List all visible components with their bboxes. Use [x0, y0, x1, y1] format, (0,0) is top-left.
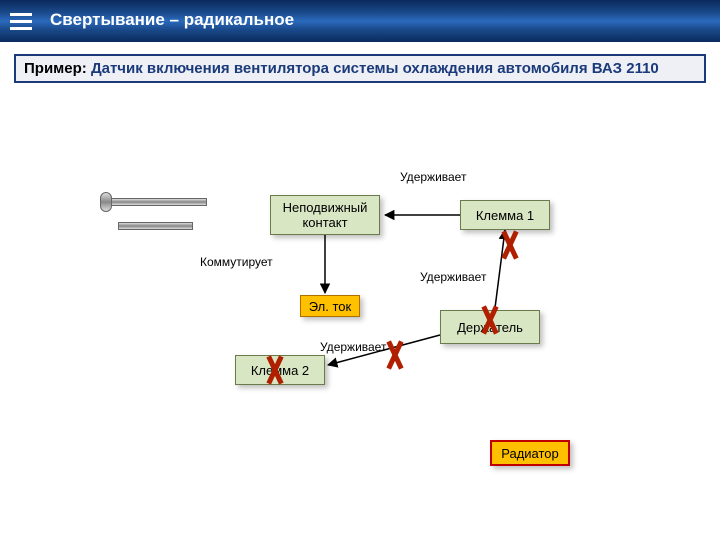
- edge-label-3: Удерживает: [320, 340, 386, 354]
- pin-icon-2: [118, 222, 193, 230]
- edge-label-0: Удерживает: [400, 170, 466, 184]
- edge-label-2: Удерживает: [420, 270, 486, 284]
- node-klemma1: Клемма 1: [460, 200, 550, 230]
- cross-icon: [380, 340, 410, 370]
- node-radiator: Радиатор: [490, 440, 570, 466]
- cross-icon: [495, 230, 525, 260]
- header-decor-stripes: [0, 0, 40, 42]
- edge-label-1: Коммутирует: [200, 255, 273, 269]
- slide-title: Свертывание – радикальное: [50, 10, 294, 30]
- example-box: Пример: Датчик включения вентилятора сис…: [14, 54, 706, 83]
- example-prefix: Пример:: [24, 60, 87, 77]
- node-fixed-contact: Неподвижный контакт: [270, 195, 380, 235]
- cross-icon: [475, 305, 505, 335]
- node-label: Неподвижный контакт: [271, 200, 379, 230]
- node-label: Эл. ток: [309, 299, 351, 314]
- diagram-arrows: [0, 100, 720, 540]
- node-el-tok: Эл. ток: [300, 295, 360, 317]
- node-label: Клемма 1: [476, 208, 534, 223]
- diagram-canvas: Неподвижный контакт Клемма 1 Эл. ток Дер…: [0, 100, 720, 540]
- example-text: Датчик включения вентилятора системы охл…: [91, 60, 659, 77]
- node-label: Радиатор: [501, 446, 559, 461]
- cross-icon: [260, 355, 290, 385]
- slide-header: Свертывание – радикальное: [0, 0, 720, 42]
- pin-icon-1: [100, 192, 207, 212]
